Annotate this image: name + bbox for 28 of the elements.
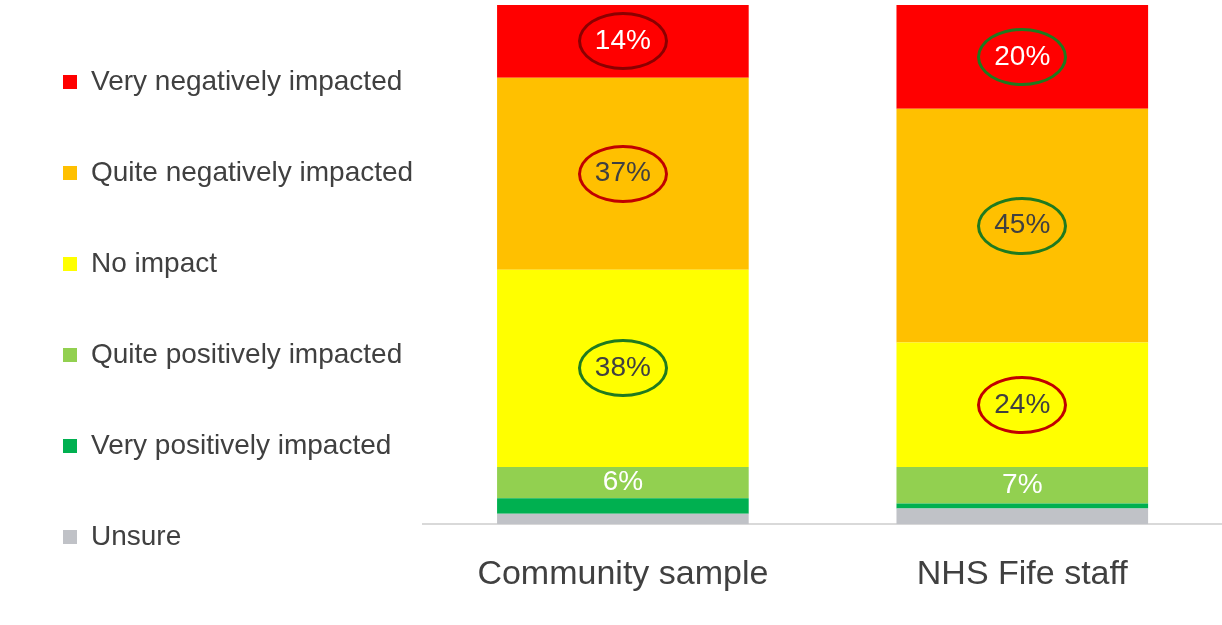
bar	[896, 508, 1149, 525]
bar	[896, 503, 1149, 509]
data-label: 38%	[594, 351, 651, 383]
data-label: 7%	[1002, 467, 1043, 499]
legend-label: Quite positively impacted	[91, 337, 403, 369]
legend-label: Unsure	[91, 519, 182, 551]
legend-label: Very negatively impacted	[91, 64, 403, 96]
data-label: 37%	[594, 156, 651, 188]
legend-label: No impact	[91, 246, 218, 278]
data-label: 14%	[594, 24, 651, 56]
x-tick-label: NHS Fife staff	[916, 552, 1129, 591]
x-tick-label: Community sample	[477, 552, 769, 591]
bar	[497, 77, 749, 270]
bar	[497, 498, 749, 514]
data-label: 20%	[994, 39, 1051, 71]
data-label: 24%	[994, 387, 1051, 419]
data-label: 6%	[602, 465, 644, 497]
data-label: 45%	[994, 208, 1051, 240]
bar	[896, 5, 1149, 109]
bar	[497, 467, 749, 499]
bar	[497, 269, 749, 468]
bar	[497, 513, 749, 525]
legend-label: Very positively impacted	[91, 428, 392, 460]
legend-label: Quite negatively impacted	[91, 155, 414, 187]
bar	[497, 5, 749, 78]
bar	[896, 467, 1149, 504]
bar	[896, 108, 1149, 343]
bar	[896, 342, 1149, 468]
